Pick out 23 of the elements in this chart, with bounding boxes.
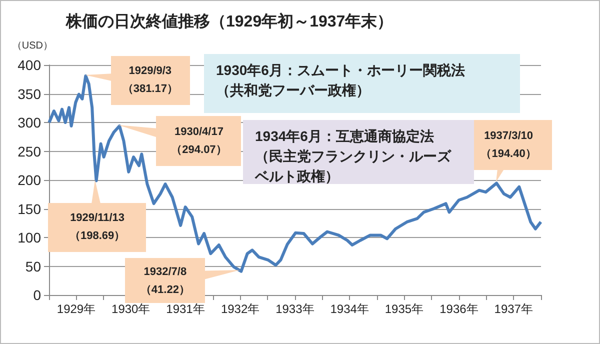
y-tick-label: 200 <box>18 172 42 188</box>
y-tick-label: 0 <box>33 287 42 303</box>
x-tick-label: 1929年 <box>56 302 96 316</box>
y-tick-label: 250 <box>18 143 42 160</box>
y-tick-label: 350 <box>18 86 42 102</box>
y-tick-label: 100 <box>18 230 42 246</box>
x-tick-label: 1937年 <box>494 302 533 316</box>
x-tick-label: 1935年 <box>384 302 424 316</box>
x-tick-label: 1936年 <box>440 302 478 316</box>
x-tick-label: 1933年 <box>276 302 314 316</box>
x-tick-label: 1931年 <box>166 302 205 316</box>
x-tick-label: 1932年 <box>220 302 260 316</box>
chart-title: 株価の日次終値推移（1929年初～1937年末） <box>65 12 394 30</box>
annotation: 1930年6月：スムート・ホーリー関税法（共和党フーバー政権） <box>216 61 466 100</box>
annotation: 1937/3/10 （194.40） <box>466 120 552 170</box>
y-tick-label: 400 <box>18 57 42 73</box>
x-tick-label: 1934年 <box>330 302 369 316</box>
annotation: 1934年6月：互恵通商協定法（民主党フランクリン・ルーズベルト政権） <box>255 127 452 186</box>
y-tick-label: 300 <box>18 114 42 130</box>
y-tick-label: 150 <box>18 200 42 217</box>
y-tick-label: 50 <box>25 258 42 274</box>
y-axis-title: （USD） <box>12 40 53 52</box>
x-tick-label: 1930年 <box>112 302 150 316</box>
